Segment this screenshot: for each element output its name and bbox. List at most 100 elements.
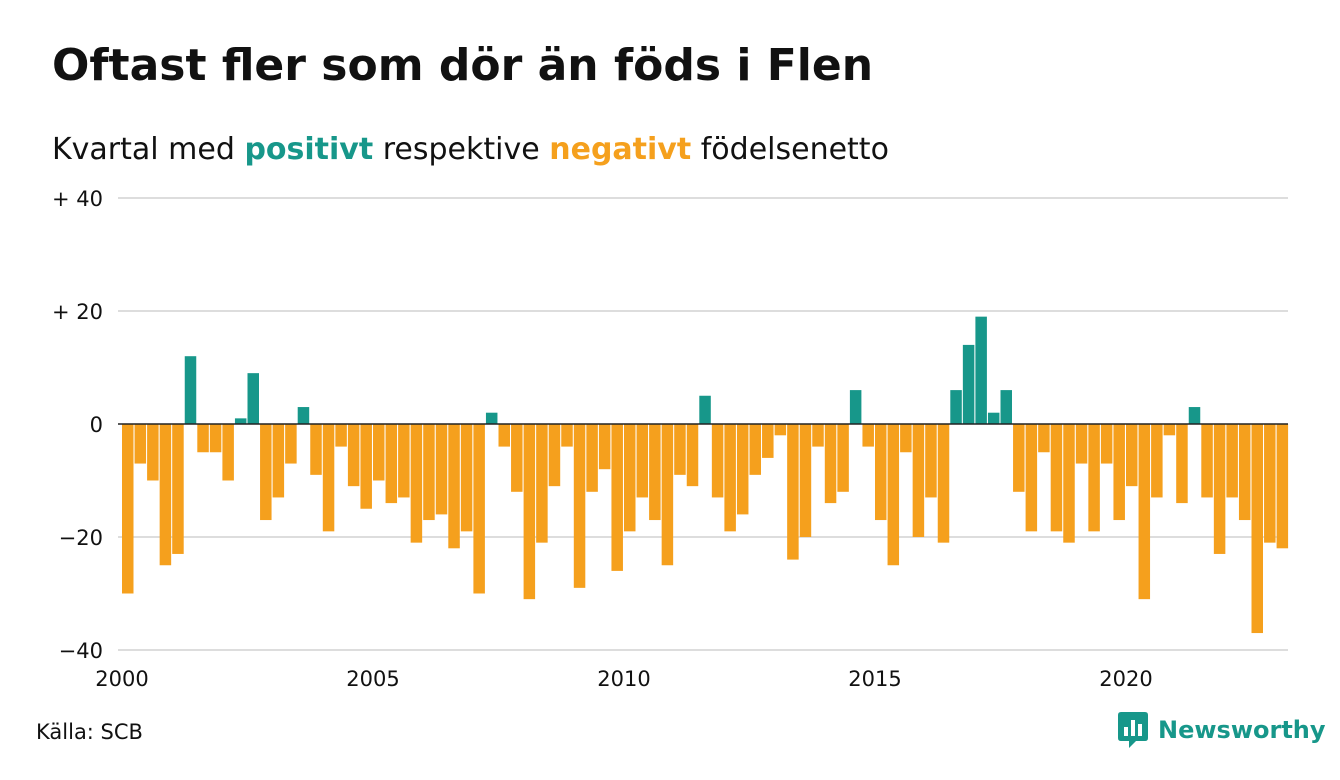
bar [925, 424, 937, 498]
y-tick-label: 0 [90, 413, 103, 437]
brand-logo: Newsworthy [1118, 712, 1326, 748]
bar [197, 424, 209, 453]
subtitle-positive-label: positivt [244, 132, 374, 167]
bar [561, 424, 573, 447]
bar [711, 424, 724, 498]
chart-title: Oftast fler som dör än föds i Flen [52, 40, 874, 91]
bar [774, 424, 787, 436]
bar [950, 390, 962, 424]
bar [937, 424, 950, 543]
brand-name: Newsworthy [1158, 716, 1326, 744]
y-axis-labels: −40 −20 0 + 20 + 40 [52, 187, 103, 663]
bar [699, 395, 711, 424]
bar [347, 424, 360, 487]
bar [837, 424, 849, 492]
subtitle-negative-label: negativt [549, 132, 692, 167]
bar [247, 373, 259, 424]
bar [749, 424, 761, 475]
bar [1151, 424, 1163, 498]
subtitle-middle: respektive [382, 132, 540, 167]
bar [498, 424, 510, 447]
bar [1188, 407, 1201, 424]
bar [1025, 424, 1038, 532]
bar [1213, 424, 1226, 554]
x-tick-label: 2000 [95, 667, 148, 691]
bar [523, 424, 536, 600]
bar [1013, 424, 1025, 492]
bar [1100, 424, 1113, 464]
bar [234, 418, 247, 424]
bar [448, 424, 460, 549]
bar [724, 424, 736, 532]
x-tick-label: 2005 [346, 667, 399, 691]
bar [147, 424, 159, 481]
bar [548, 424, 561, 487]
bar [285, 424, 297, 464]
bar [1176, 424, 1188, 504]
bar [1113, 424, 1125, 521]
bar [272, 424, 285, 498]
bar [360, 424, 372, 509]
subtitle-suffix: födelsenetto [700, 132, 889, 167]
bar [460, 424, 473, 532]
bar [611, 424, 623, 571]
x-tick-label: 2010 [597, 667, 650, 691]
bar [473, 424, 485, 594]
bar [485, 412, 498, 424]
bar [1138, 424, 1151, 600]
bar [987, 412, 1000, 424]
grid-lines [118, 197, 1288, 651]
bar [410, 424, 423, 543]
bar [511, 424, 523, 492]
bars [122, 316, 1289, 634]
bar [674, 424, 686, 475]
bar [159, 424, 172, 566]
bar [812, 424, 824, 447]
bar [636, 424, 649, 498]
bar [335, 424, 347, 447]
bar [787, 424, 799, 560]
bar [385, 424, 398, 504]
bar [1088, 424, 1100, 532]
source-note: Källa: SCB [36, 720, 143, 744]
bar [799, 424, 812, 537]
bar [373, 424, 385, 481]
bar [686, 424, 699, 487]
bar [398, 424, 410, 498]
bar [736, 424, 749, 515]
bar-chart-logo-icon [1118, 712, 1148, 748]
bar [1238, 424, 1251, 521]
bar [887, 424, 900, 566]
bar [862, 424, 874, 447]
bar [1251, 424, 1263, 634]
bar [1201, 424, 1213, 498]
bar [900, 424, 912, 453]
bar [875, 424, 887, 521]
y-tick-label: + 20 [52, 300, 103, 324]
bar [824, 424, 837, 504]
bar [260, 424, 272, 521]
bar [172, 424, 184, 554]
x-tick-label: 2020 [1099, 667, 1152, 691]
bar [912, 424, 925, 537]
bar [962, 344, 975, 424]
bar [134, 424, 147, 464]
bar [624, 424, 636, 532]
bar [598, 424, 611, 470]
bar [122, 424, 134, 594]
bar [536, 424, 548, 543]
bar [209, 424, 222, 453]
bar [1264, 424, 1276, 543]
y-tick-label: + 40 [52, 187, 103, 211]
bar [1126, 424, 1138, 487]
bar [1050, 424, 1063, 532]
bar [1276, 424, 1289, 549]
bar [423, 424, 435, 521]
bar [184, 356, 197, 424]
bar [1000, 390, 1012, 424]
bar [1163, 424, 1176, 436]
bar [649, 424, 661, 521]
bar [222, 424, 234, 481]
bar [435, 424, 448, 515]
